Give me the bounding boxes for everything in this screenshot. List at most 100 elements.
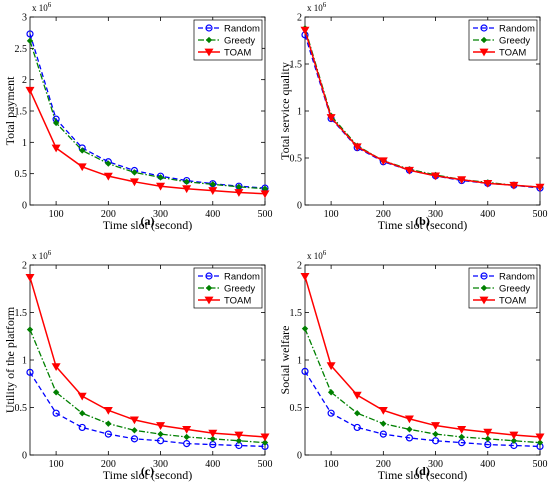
data-point (77, 392, 87, 401)
x-tick-label: 400 (480, 459, 495, 470)
y-tick-label: 0.5 (290, 154, 303, 165)
y-tick-label: 1 (297, 356, 302, 367)
series-toam (300, 26, 545, 192)
data-point (25, 273, 35, 282)
y-tick-label: 2 (22, 75, 27, 86)
chart-panel-c: 100 200 300 400 500 0 0.5 1 1.5 2 x 106 Time slot (… (3, 249, 273, 482)
series-line (29, 371, 266, 448)
data-point (78, 423, 86, 432)
data-point (352, 391, 362, 400)
y-tick-label: 1 (297, 107, 302, 118)
legend-marker (204, 48, 214, 57)
x-tick-label: 500 (258, 459, 273, 470)
y-multiplier-exponent: 6 (323, 249, 327, 257)
legend-box (193, 267, 263, 309)
data-point (130, 435, 139, 443)
data-point (483, 428, 493, 437)
y-multiplier-base: x 10 (307, 3, 323, 13)
data-point (105, 420, 112, 427)
data-point (183, 433, 190, 441)
series-line (29, 90, 266, 195)
panel-caption: (c) (141, 464, 154, 478)
y-tick-label: 0.5 (15, 403, 28, 414)
legend-marker (205, 36, 213, 44)
data-point (404, 415, 414, 424)
x-axis-label: Time slot (second) (103, 468, 193, 482)
data-point (156, 437, 165, 445)
data-point (509, 431, 519, 440)
data-point (51, 363, 61, 372)
legend-entry-greedy: Greedy (224, 284, 255, 295)
legend-marker (480, 284, 488, 292)
data-point (326, 114, 336, 122)
y-multiplier-base: x 10 (307, 251, 323, 261)
y-multiplier: x 106 (32, 249, 52, 261)
data-point (301, 325, 309, 332)
x-axis-label: Time slot (second) (378, 468, 468, 482)
data-point (234, 189, 244, 197)
y-multiplier-base: x 10 (32, 251, 48, 261)
data-point (378, 157, 388, 166)
data-point (79, 147, 86, 154)
series-line (304, 328, 541, 444)
data-point (129, 178, 139, 187)
data-point (260, 190, 270, 199)
legend-entry-greedy: Greedy (224, 36, 255, 47)
data-point (208, 429, 218, 438)
y-tick-label: 0.5 (290, 403, 303, 414)
data-point (354, 410, 361, 417)
data-point (79, 410, 86, 417)
data-point (52, 119, 60, 127)
legend-entry-toam: TOAM (499, 296, 526, 307)
data-point (52, 389, 60, 396)
data-point (103, 172, 113, 181)
legend-box (193, 19, 263, 61)
data-point (182, 185, 192, 194)
series-line (304, 371, 541, 448)
series-line (29, 33, 266, 189)
data-point (431, 437, 440, 445)
data-point (353, 423, 361, 432)
legend-marker (204, 296, 214, 305)
data-point (510, 437, 518, 444)
data-point (378, 406, 388, 415)
legend-entry-random: Random (224, 24, 260, 35)
data-point (405, 434, 414, 442)
series-line (29, 277, 266, 438)
x-tick-label: 500 (533, 459, 548, 470)
x-axis-label: Time slot (second) (378, 218, 468, 232)
data-point (536, 439, 544, 446)
y-multiplier: x 106 (307, 1, 327, 13)
series-toam (25, 273, 270, 442)
data-point (157, 174, 164, 181)
series-toam (300, 272, 545, 442)
panel-caption: (b) (415, 214, 430, 228)
series-line (29, 329, 266, 444)
data-point (209, 435, 216, 443)
data-point (327, 389, 335, 396)
y-tick-label: 0.5 (15, 169, 28, 180)
y-axis-label: Total service quality (278, 62, 292, 160)
legend-marker (479, 296, 489, 305)
y-axis-label: Total payment (3, 76, 17, 145)
y-multiplier-exponent: 6 (323, 1, 327, 9)
x-tick-label: 300 (428, 459, 443, 470)
data-point (326, 362, 336, 371)
x-tick-label: 100 (324, 209, 339, 220)
data-point (156, 182, 166, 191)
y-multiplier: x 106 (307, 249, 327, 261)
y-tick-label: 1.5 (290, 60, 303, 71)
data-point (457, 176, 467, 185)
data-point (260, 433, 270, 442)
y-tick-label: 1 (22, 138, 27, 149)
y-tick-label: 0 (297, 451, 302, 462)
data-point (26, 368, 34, 376)
x-tick-label: 400 (205, 209, 220, 220)
data-point (52, 409, 60, 417)
legend-marker (479, 48, 489, 57)
x-tick-label: 300 (428, 209, 443, 220)
data-point (235, 437, 243, 444)
x-tick-label: 400 (480, 209, 495, 220)
